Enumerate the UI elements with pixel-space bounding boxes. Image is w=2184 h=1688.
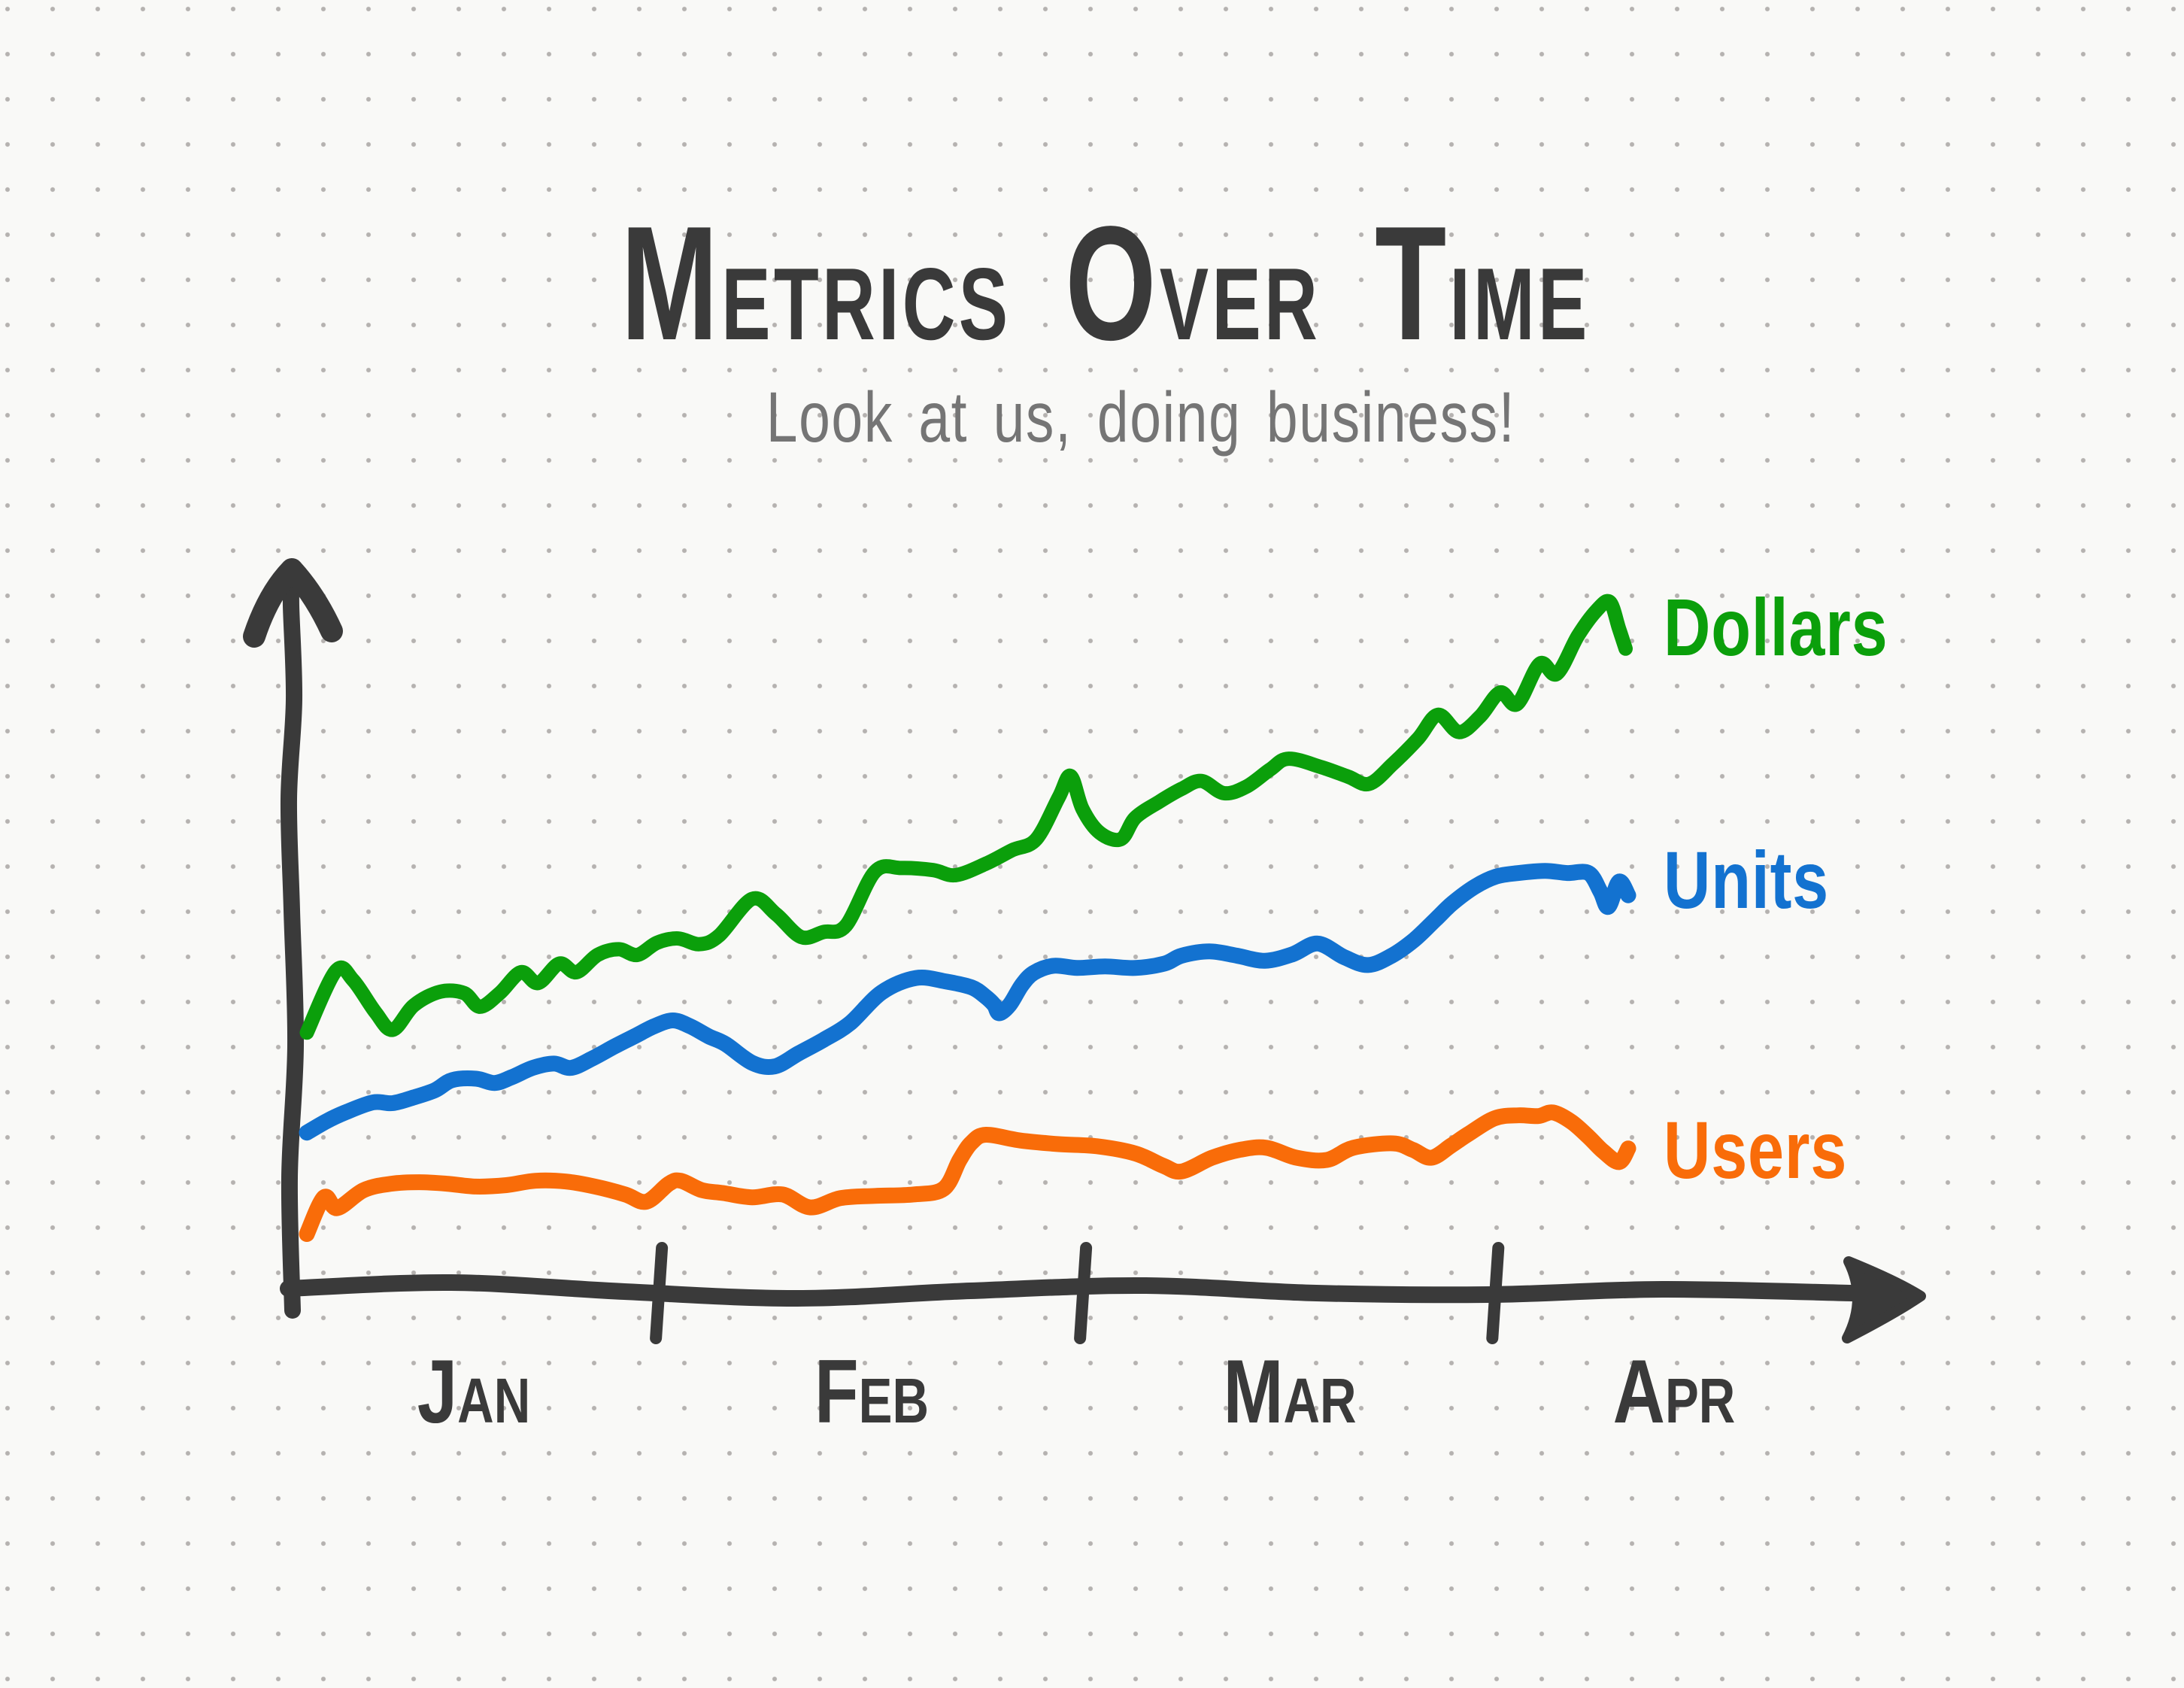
page-title: METRICS OVER TIME (620, 192, 1591, 374)
x-axis-label-apr: APR (1612, 1341, 1735, 1442)
x-axis-tick-3 (1486, 1242, 1505, 1344)
y-axis (280, 572, 305, 1319)
dollars-line (299, 594, 1633, 1040)
series-label-dollars: Dollars (1664, 581, 1888, 672)
page-subtitle: Look at us, doing business! (766, 378, 1516, 457)
x-axis-arrowhead (1842, 1256, 1926, 1343)
x-axis-tick-2 (1074, 1242, 1093, 1344)
users-line (299, 1104, 1636, 1242)
x-axis-tick-1 (650, 1242, 669, 1344)
y-axis-arrowhead (243, 558, 343, 648)
x-axis-label-feb: FEB (814, 1341, 930, 1442)
series-label-users: Users (1664, 1104, 1848, 1195)
x-axis-label-jan: JAN (417, 1341, 531, 1442)
series-label-units: Units (1664, 834, 1829, 925)
units-line (299, 863, 1636, 1141)
x-axis (280, 1274, 1860, 1307)
x-axis-label-mar: MAR (1223, 1341, 1357, 1442)
